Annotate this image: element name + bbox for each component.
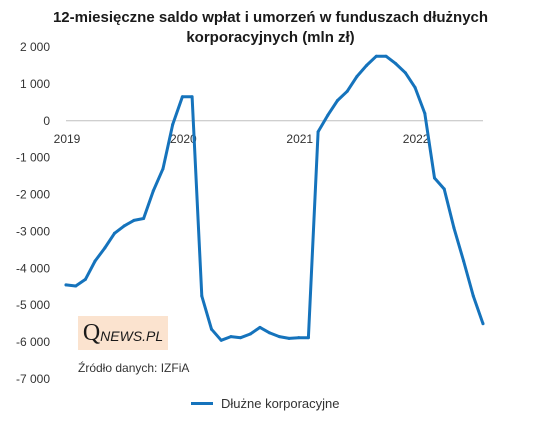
data-point bbox=[355, 75, 359, 79]
data-point bbox=[326, 113, 330, 117]
data-point bbox=[83, 277, 87, 281]
data-point bbox=[190, 95, 194, 99]
data-point bbox=[287, 336, 291, 340]
legend-line-swatch bbox=[191, 402, 213, 405]
y-tick-label: -5 000 bbox=[16, 298, 50, 312]
legend-label: Dłużne korporacyjne bbox=[221, 396, 340, 411]
data-point bbox=[345, 89, 349, 93]
data-point bbox=[258, 325, 262, 329]
y-tick-label: -1 000 bbox=[16, 151, 50, 165]
x-tick-label: 2020 bbox=[170, 132, 197, 146]
y-tick-label: -4 000 bbox=[16, 261, 50, 275]
data-point bbox=[452, 226, 456, 230]
data-point bbox=[239, 336, 243, 340]
data-point bbox=[112, 231, 116, 235]
data-point bbox=[336, 98, 340, 102]
data-point bbox=[413, 86, 417, 90]
data-point bbox=[219, 338, 223, 342]
data-point bbox=[306, 336, 310, 340]
y-tick-label: 2 000 bbox=[20, 40, 50, 54]
source-note: Źródło danych: IZFiA bbox=[78, 361, 190, 375]
data-point bbox=[442, 187, 446, 191]
data-point bbox=[268, 331, 272, 335]
data-point bbox=[161, 167, 165, 171]
data-point bbox=[471, 294, 475, 298]
x-tick-label: 2019 bbox=[54, 132, 81, 146]
data-point bbox=[209, 327, 213, 331]
data-point bbox=[200, 294, 204, 298]
data-point bbox=[229, 335, 233, 339]
y-tick-label: -7 000 bbox=[16, 372, 50, 386]
y-axis-ticks: 2 000 1 000 0 -1 000 -2 000 -3 000 -4 000 -5 00… bbox=[16, 40, 50, 386]
data-point bbox=[481, 322, 485, 326]
chart-title: 12-miesięczne saldo wpłat i umorzeń w fu… bbox=[0, 8, 541, 48]
x-tick-label: 2021 bbox=[286, 132, 313, 146]
data-point bbox=[93, 259, 97, 263]
series-points bbox=[64, 54, 485, 342]
logo-q: Q bbox=[82, 319, 101, 346]
data-point bbox=[151, 189, 155, 193]
data-point bbox=[277, 335, 281, 339]
y-tick-label: -6 000 bbox=[16, 335, 50, 349]
data-point bbox=[374, 54, 378, 58]
data-point bbox=[64, 283, 68, 287]
x-tick-label: 2022 bbox=[403, 132, 430, 146]
chart-title-line1: 12-miesięczne saldo wpłat i umorzeń w fu… bbox=[52, 9, 489, 26]
data-point bbox=[122, 224, 126, 228]
y-tick-label: 1 000 bbox=[20, 77, 50, 91]
data-point bbox=[316, 130, 320, 134]
data-point bbox=[248, 332, 252, 336]
y-tick-label: -3 000 bbox=[16, 224, 50, 238]
data-point bbox=[74, 284, 78, 288]
y-tick-label: -2 000 bbox=[16, 188, 50, 202]
data-point bbox=[403, 71, 407, 75]
data-point bbox=[433, 176, 437, 180]
data-point bbox=[180, 95, 184, 99]
data-point bbox=[384, 54, 388, 58]
qnews-logo: Q NEWS.PL bbox=[78, 316, 168, 350]
series-line-dluzne-korporacyjne bbox=[64, 54, 485, 342]
data-point bbox=[297, 336, 301, 340]
legend: Dłużne korporacyjne bbox=[191, 396, 340, 411]
data-point bbox=[394, 62, 398, 66]
y-tick-label: 0 bbox=[43, 114, 50, 128]
data-point bbox=[365, 63, 369, 67]
data-point bbox=[462, 259, 466, 263]
data-point bbox=[142, 217, 146, 221]
data-point bbox=[103, 246, 107, 250]
data-point bbox=[132, 218, 136, 222]
data-point bbox=[423, 111, 427, 115]
x-axis-ticks: 2019 2020 2021 2022 bbox=[54, 132, 430, 146]
chart-title-line2: korporacyjnych (mln zł) bbox=[186, 29, 355, 46]
logo-rest: NEWS.PL bbox=[100, 327, 164, 344]
data-point bbox=[171, 122, 175, 126]
